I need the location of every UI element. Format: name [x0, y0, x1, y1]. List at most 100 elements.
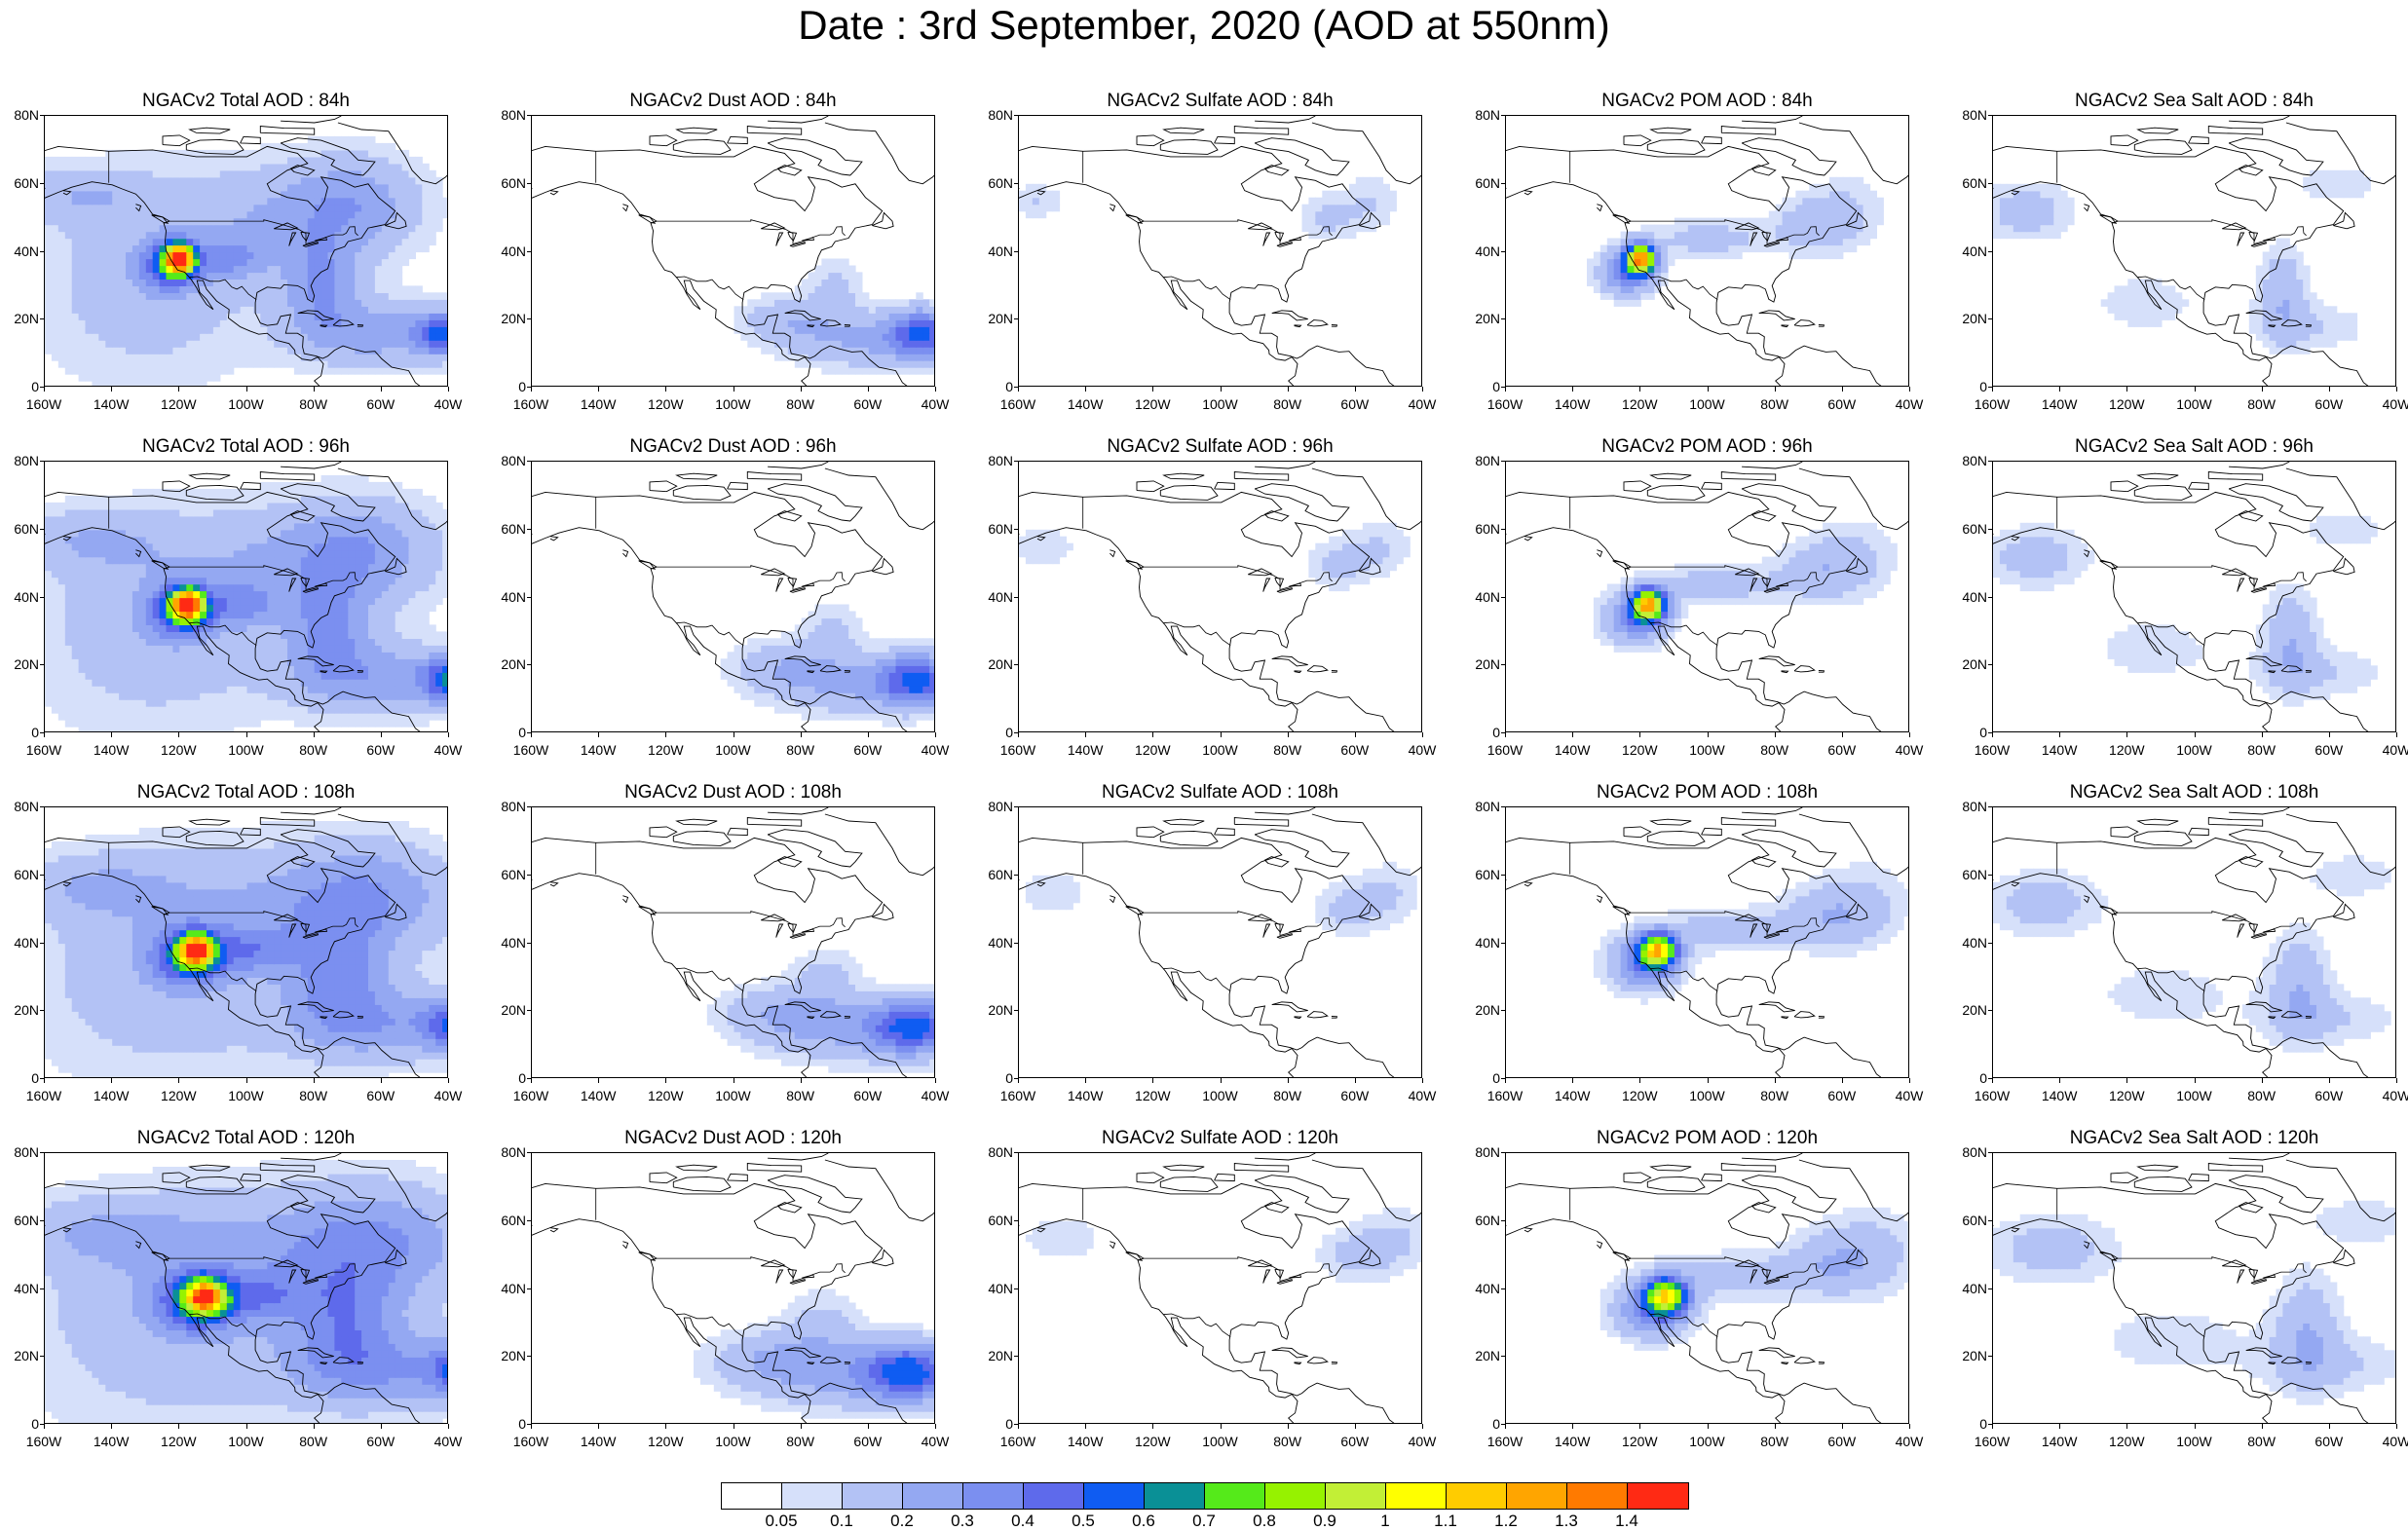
map-frame	[1018, 806, 1422, 1078]
lat-tick-label: 40N	[1475, 1280, 1500, 1296]
lat-tick	[1988, 874, 1992, 876]
lon-tick	[1354, 1078, 1356, 1083]
lon-tick	[44, 1078, 45, 1083]
panel-title: NGACv2 Sea Salt AOD : 96h	[2074, 436, 2314, 457]
lon-tick-label: 100W	[228, 1088, 264, 1103]
lat-tick	[527, 1078, 531, 1079]
lon-tick-label: 140W	[93, 1088, 130, 1103]
aod-field	[1019, 522, 1411, 592]
lat-tick	[1014, 1356, 1018, 1358]
borders	[595, 1188, 846, 1338]
lon-tick-label: 80W	[1760, 1434, 1789, 1449]
lon-tick-label: 160W	[1486, 1088, 1524, 1103]
lon-tick-label: 160W	[999, 1434, 1036, 1449]
lat-tick-label: 0	[1005, 725, 1013, 740]
lon-tick-label: 60W	[366, 742, 395, 758]
lon-tick-label: 40W	[1895, 1434, 1924, 1449]
map-frame	[1992, 115, 2396, 387]
coastlines	[1993, 116, 2395, 386]
lon-tick	[1018, 732, 1019, 737]
lon-tick-label: 160W	[25, 1088, 62, 1103]
lon-tick	[111, 1078, 113, 1083]
lon-tick	[867, 1424, 869, 1429]
map-frame	[531, 115, 935, 387]
lat-tick	[527, 115, 531, 116]
lon-tick-label: 160W	[1974, 1434, 2011, 1449]
lon-tick-label: 120W	[2109, 396, 2145, 412]
lon-tick-label: 120W	[2109, 1434, 2145, 1449]
map-panel-seasalt-84h: NGACv2 Sea Salt AOD : 84h 0 20N 40N 60N 80N 16…	[1948, 91, 2408, 412]
panel-title: NGACv2 Sea Salt AOD : 120h	[2069, 1128, 2319, 1148]
panel-title: NGACv2 Total AOD : 96h	[142, 436, 350, 457]
lon-tick	[1152, 387, 1154, 392]
lon-tick-label: 40W	[2382, 742, 2408, 758]
lat-tick	[1501, 1152, 1505, 1153]
map-frame	[44, 461, 448, 732]
colorbar-swatch	[722, 1483, 782, 1509]
lat-tick	[1014, 1010, 1018, 1012]
lat-tick-label: 60N	[14, 1212, 39, 1228]
lon-tick-label: 100W	[715, 1434, 751, 1449]
lat-tick-label: 40N	[1475, 934, 1500, 951]
lat-tick-label: 80N	[14, 799, 39, 814]
lon-tick	[245, 1078, 247, 1083]
lon-tick	[1639, 1424, 1641, 1429]
lon-tick	[1152, 732, 1154, 737]
lon-tick-label: 160W	[25, 1434, 62, 1449]
lon-tick	[448, 1424, 449, 1429]
lon-tick	[380, 1424, 382, 1429]
colorbar-label: 0.7	[1192, 1512, 1216, 1530]
lon-tick-label: 40W	[1408, 742, 1437, 758]
lon-tick-label: 140W	[1554, 742, 1591, 758]
lon-tick-label: 140W	[93, 1434, 130, 1449]
borders	[2056, 151, 2307, 301]
panel-title: NGACv2 Sulfate AOD : 108h	[1102, 782, 1338, 803]
lat-tick-label: 40N	[501, 243, 526, 259]
lon-tick	[2396, 1078, 2397, 1083]
lat-tick-label: 80N	[501, 799, 526, 814]
lon-tick-label: 80W	[299, 742, 328, 758]
lat-tick	[527, 318, 531, 320]
map-frame	[1505, 115, 1909, 387]
aod-field	[45, 475, 447, 731]
lon-tick-label: 140W	[1554, 396, 1591, 412]
lat-tick	[1501, 1010, 1505, 1012]
lat-tick	[1501, 664, 1505, 666]
coastlines	[45, 116, 447, 386]
colorbar-swatch	[1386, 1483, 1447, 1509]
lon-tick-label: 120W	[1622, 1088, 1658, 1103]
lon-tick-label: 140W	[580, 742, 617, 758]
lat-tick	[1988, 528, 1992, 530]
lon-tick	[1841, 732, 1843, 737]
coastlines	[1019, 807, 1421, 1077]
lon-tick	[2194, 387, 2196, 392]
lon-tick	[935, 1424, 936, 1429]
lon-tick	[1287, 732, 1289, 737]
lon-tick-label: 120W	[1135, 1088, 1171, 1103]
lon-tick	[531, 1424, 532, 1429]
lat-tick-label: 20N	[988, 656, 1013, 673]
panel-title: NGACv2 Sulfate AOD : 84h	[1107, 91, 1334, 111]
colorbar-swatch	[1628, 1483, 1688, 1509]
lat-tick-label: 20N	[14, 1002, 39, 1019]
lon-tick	[313, 387, 315, 392]
lat-tick	[40, 1424, 44, 1425]
lon-tick-label: 40W	[1895, 742, 1924, 758]
lat-tick-label: 0	[1979, 1416, 1987, 1432]
lat-tick-label: 60N	[1475, 174, 1500, 191]
lat-tick-label: 0	[1492, 1070, 1500, 1086]
lat-tick	[1014, 596, 1018, 598]
lat-tick-label: 60N	[988, 174, 1013, 191]
lon-tick	[800, 1424, 802, 1429]
lon-tick-label: 120W	[2109, 742, 2145, 758]
aod-map	[1506, 462, 1908, 731]
aod-map	[532, 462, 934, 731]
map-panel-dust-96h: NGACv2 Dust AOD : 96h 0 20N 40N 60N 80N 160W 14…	[487, 436, 949, 758]
lat-tick-label: 80N	[1475, 107, 1500, 123]
lon-tick-label: 100W	[1202, 742, 1238, 758]
lon-tick	[1992, 1424, 1993, 1429]
aod-field	[1025, 1207, 1421, 1284]
aod-map	[1019, 1153, 1421, 1423]
lat-tick	[527, 806, 531, 807]
map-panel-sulfate-84h: NGACv2 Sulfate AOD : 84h 0 20N 40N 60N 80N 160…	[974, 91, 1436, 412]
